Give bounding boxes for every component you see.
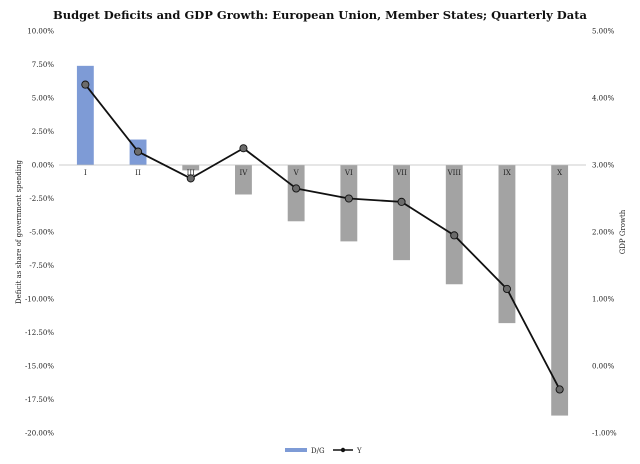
category-label: IV <box>240 169 249 177</box>
category-label: I <box>84 169 87 177</box>
legend-swatch-dg <box>285 448 307 452</box>
right-tick-label: 2.00% <box>592 229 615 237</box>
left-tick-label: -2.50% <box>29 195 54 203</box>
left-tick-label: 2.50% <box>32 128 55 136</box>
legend-swatch-y-marker <box>340 447 346 453</box>
left-tick-label: 5.00% <box>32 95 55 103</box>
right-tick-label: 1.00% <box>592 296 615 304</box>
left-tick-label: -10.00% <box>25 296 54 304</box>
left-axis-title: Deficit as share of government spending <box>15 159 23 304</box>
bar-vii <box>393 165 410 261</box>
category-label: VI <box>344 169 353 177</box>
right-axis-title: GDP Growth <box>619 209 627 254</box>
category-label: X <box>557 169 562 177</box>
line-point-v <box>292 184 301 193</box>
category-label: IX <box>503 169 511 177</box>
line-point-iv <box>239 144 248 153</box>
left-tick-label: 10.00% <box>27 28 54 36</box>
legend-label-y: Y <box>356 447 362 455</box>
category-labels: I II III IV V VI VII VIII IX X <box>84 169 562 177</box>
left-tick-label: -20.00% <box>25 430 54 438</box>
legend: D/G Y <box>285 447 362 455</box>
line-point-vi <box>344 194 353 203</box>
left-axis-ticks: 10.00% 7.50% 5.00% 2.50% 0.00% -2.50% -5.00% -7… <box>25 28 54 438</box>
left-tick-label: 0.00% <box>32 162 55 170</box>
bar-vi <box>340 165 358 242</box>
line-point-iii <box>186 174 195 183</box>
category-label: VII <box>395 169 407 177</box>
right-tick-label: -1.00% <box>592 430 617 438</box>
line-point-vii <box>397 197 406 206</box>
line-point-ix <box>502 284 512 294</box>
right-tick-label: 3.00% <box>592 162 615 170</box>
right-tick-label: 5.00% <box>592 28 615 36</box>
left-tick-label: -17.50% <box>25 396 54 404</box>
left-tick-label: -12.50% <box>25 329 54 337</box>
chart-title: Budget Deficits and GDP Growth: European… <box>53 8 588 22</box>
line-point-i <box>81 80 90 89</box>
line-point-ii <box>133 147 143 156</box>
legend-label-dg: D/G <box>311 447 325 455</box>
right-tick-label: 0.00% <box>592 363 615 371</box>
category-label: III <box>187 169 196 177</box>
line-point-x <box>555 385 564 394</box>
bar-viii <box>445 165 463 285</box>
left-tick-label: -7.50% <box>29 262 54 270</box>
bar-iv <box>235 165 252 195</box>
bar-iii <box>182 165 200 171</box>
line-path <box>84 84 561 390</box>
category-label: V <box>293 169 300 177</box>
bar-series-dg <box>76 65 569 416</box>
left-tick-label: -5.00% <box>29 229 54 237</box>
right-axis-ticks: 5.00% 4.00% 3.00% 2.00% 1.00% 0.00% -1.00% <box>592 28 617 438</box>
right-tick-label: 4.00% <box>592 95 615 103</box>
line-point-viii <box>450 231 459 240</box>
bar-x <box>551 165 569 416</box>
category-label: II <box>135 169 141 177</box>
left-tick-label: 7.50% <box>32 61 55 69</box>
bar-v <box>287 165 305 222</box>
line-series-y <box>81 80 564 394</box>
category-label: VIII <box>447 169 462 177</box>
left-tick-label: -15.00% <box>25 363 54 371</box>
